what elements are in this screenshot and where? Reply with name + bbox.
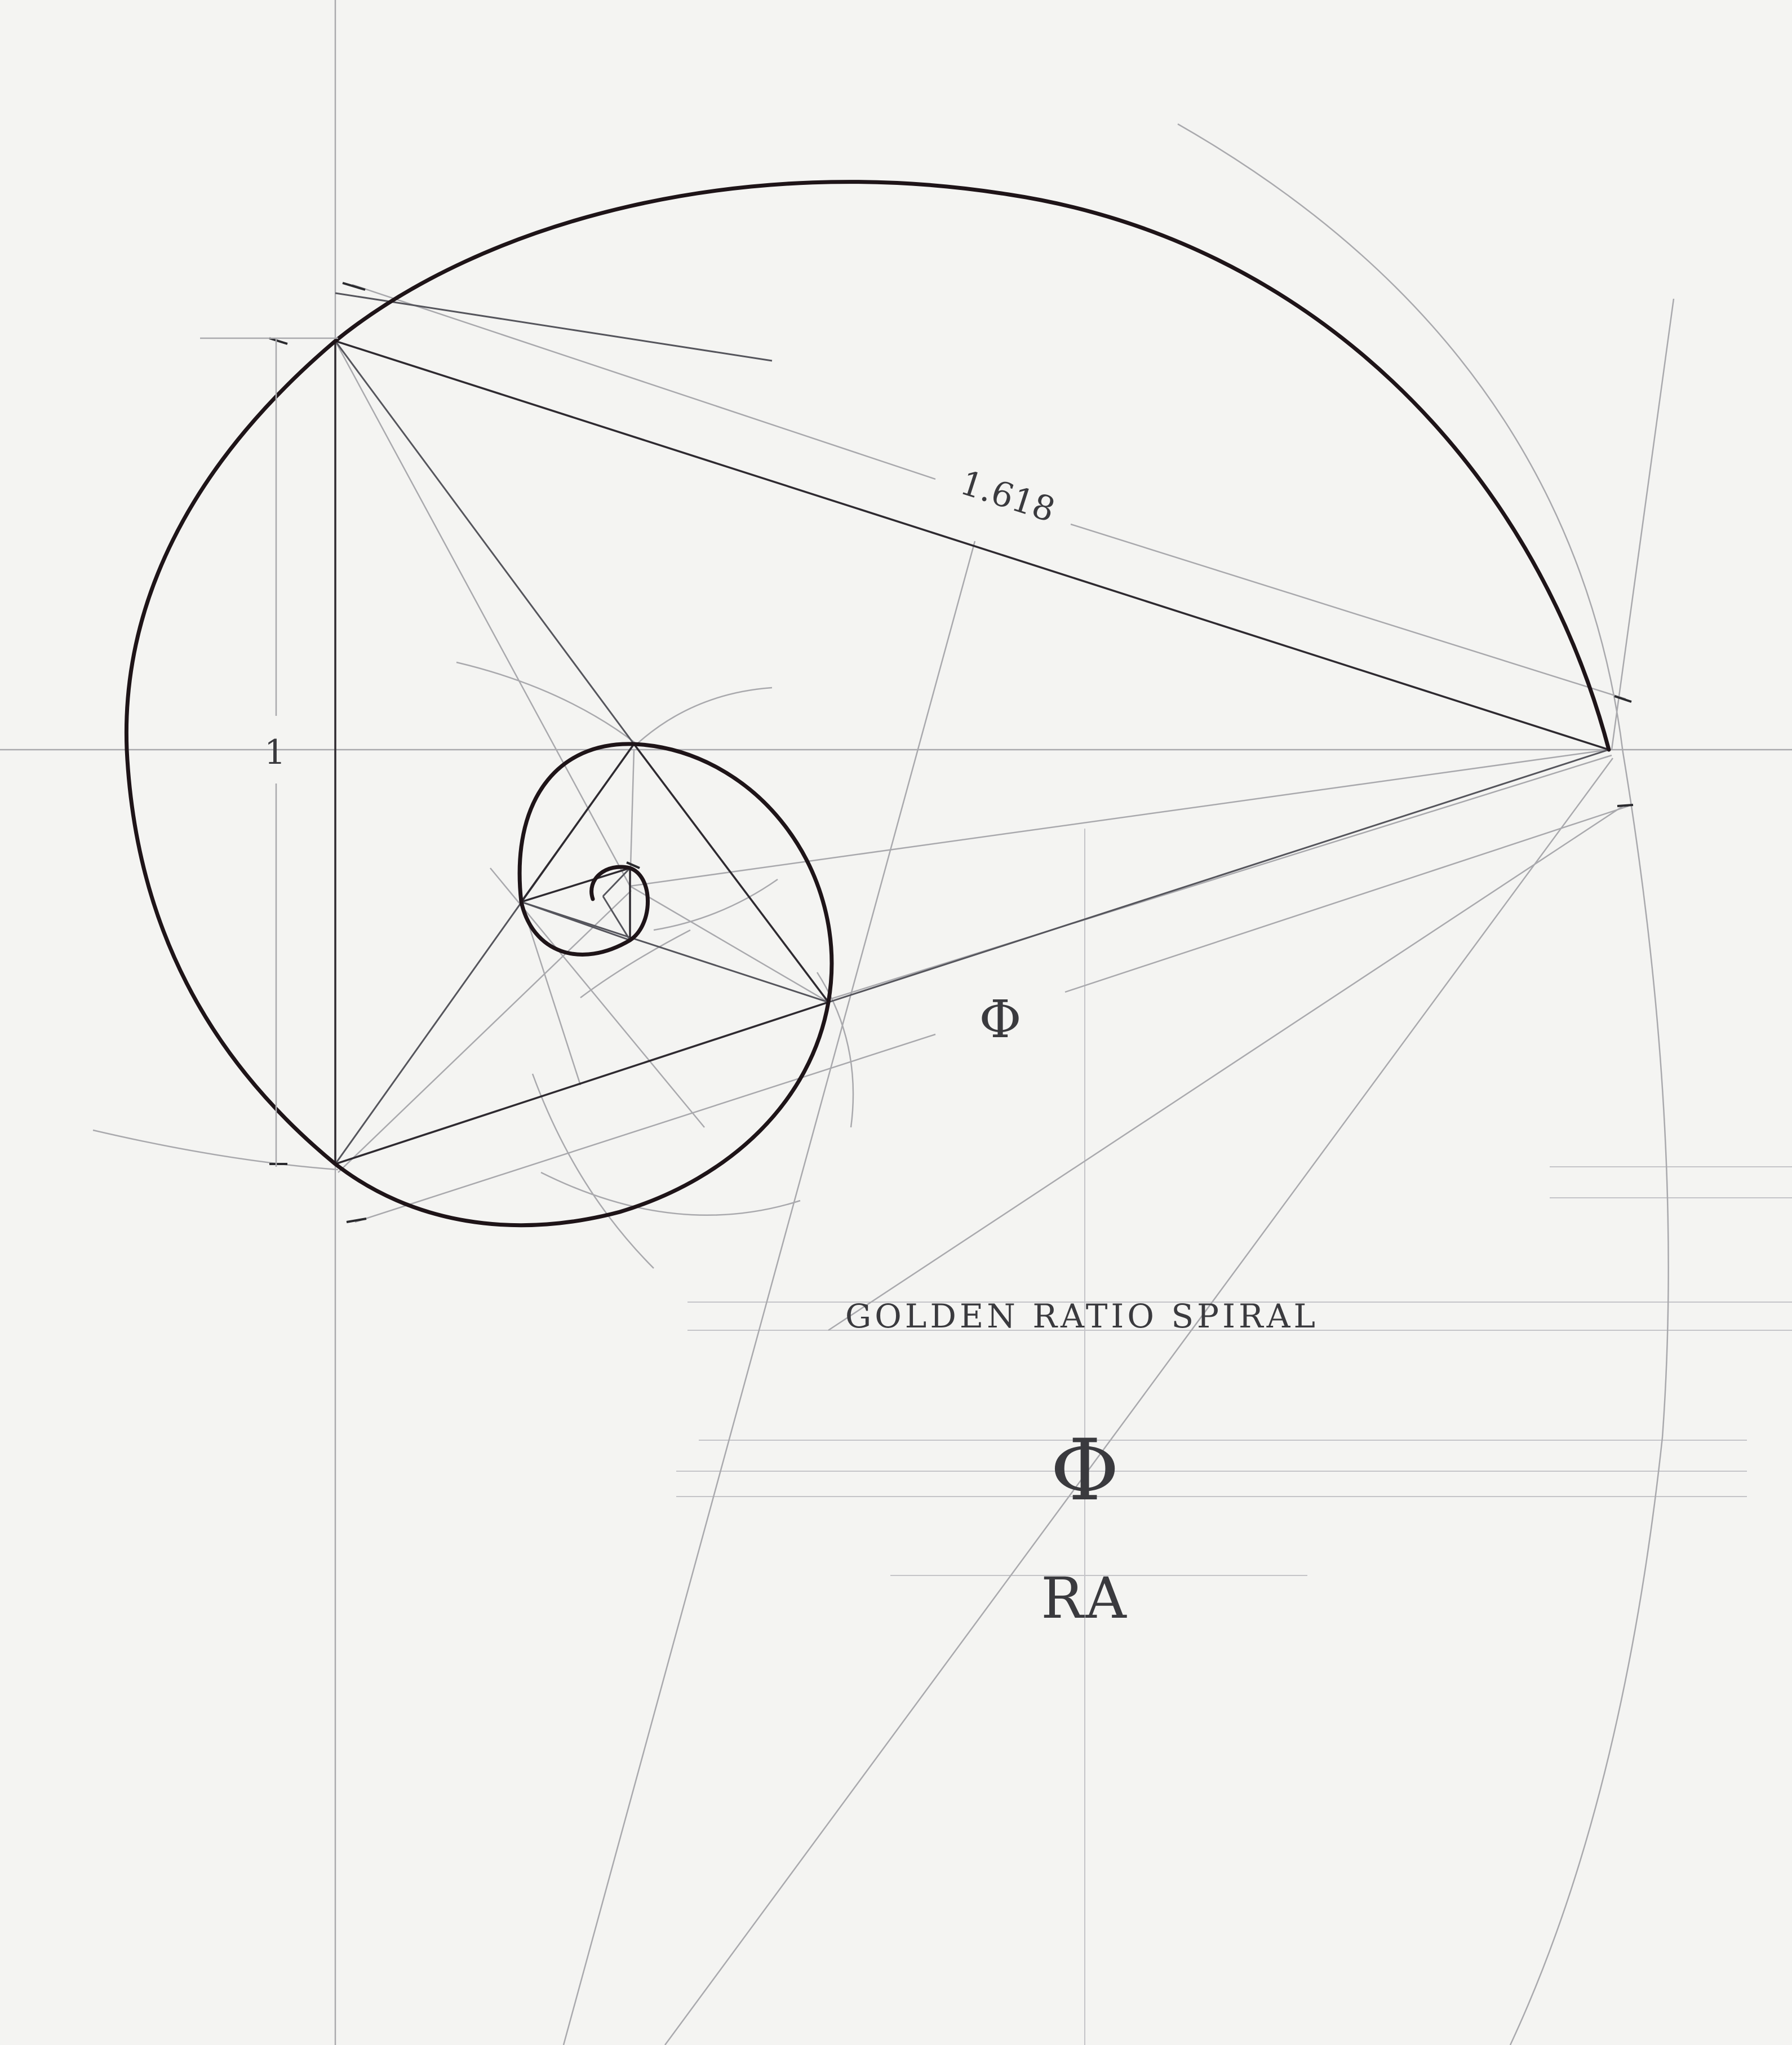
outer-arc-right	[1177, 123, 1669, 2045]
dimension-ticks	[200, 282, 1634, 1223]
offset-line-top-right	[1070, 523, 1626, 700]
offset-line-bottom	[354, 1033, 936, 1223]
drawing-title: GOLDEN RATIO SPIRAL	[845, 1297, 1319, 1335]
tick-top-left-2	[269, 337, 288, 345]
dimension-label-unit: 1	[264, 733, 286, 772]
triangle-3-lower-edge	[521, 901, 829, 1003]
diagonal-from-right-to-lower	[828, 805, 1624, 1331]
tick-center	[626, 861, 640, 869]
radial-to-right	[629, 749, 1609, 887]
segment-long-golden	[335, 340, 1609, 751]
arc-inner-lower	[653, 878, 778, 931]
golden-spiral-curve	[124, 180, 1611, 1228]
arc-bottom-center	[540, 1171, 801, 1216]
triangle-5-edge-2	[602, 896, 631, 941]
triangle-3-left-edge	[520, 743, 635, 903]
outer-arc-far-right	[1611, 298, 1675, 750]
arc-right-of-small-circle	[816, 972, 854, 1128]
radial-to-upper-left	[334, 340, 631, 887]
tick-top-left-1	[342, 282, 366, 291]
arc-inner-small	[580, 929, 691, 999]
offset-line-top	[352, 284, 936, 480]
lower-left-arc	[92, 1129, 339, 1171]
construction-lines	[334, 284, 1629, 2045]
chord-left-inner	[520, 901, 582, 1086]
tick-right-2	[1617, 804, 1634, 807]
triangle-2-left-edge	[334, 340, 635, 745]
tick-right-1	[1614, 695, 1632, 703]
diagonal-to-lower-right	[664, 758, 1614, 2045]
short-right-segment	[825, 754, 1612, 1002]
tick-line-upper-left	[335, 292, 773, 362]
triangle-4-top-edge	[521, 867, 631, 903]
triangle-1-lower-edge	[335, 1001, 829, 1165]
phi-symbol: Φ	[1050, 1422, 1120, 1520]
artist-monogram: RA	[1041, 1565, 1129, 1631]
bisector-long	[562, 541, 976, 2045]
phi-marker-label: Φ	[979, 989, 1021, 1050]
triangle-5-edge	[602, 867, 631, 897]
arc-middle-lower	[531, 1073, 654, 1269]
radial-to-lower-left	[338, 890, 632, 1173]
construction-triangles	[334, 340, 1609, 1165]
offset-line-bottom-right	[1064, 805, 1629, 993]
triangle-4-bottom-edge	[521, 901, 631, 941]
triangle-1-right-edge	[828, 749, 1609, 1003]
radial-down	[629, 885, 826, 1002]
tick-bottom-left-2	[346, 1218, 367, 1223]
triangle-2-right-edge	[633, 743, 830, 1003]
